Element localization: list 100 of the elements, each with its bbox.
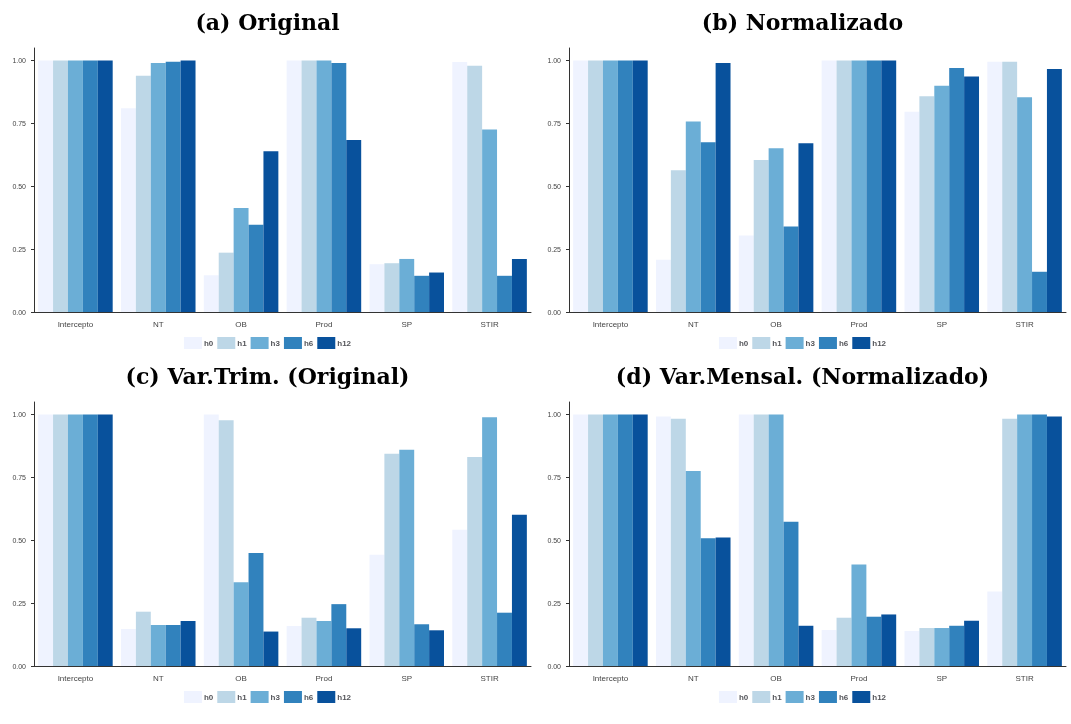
bar bbox=[866, 616, 882, 666]
bar bbox=[617, 414, 633, 666]
bar bbox=[1032, 271, 1047, 312]
bar bbox=[768, 148, 784, 312]
bar bbox=[67, 60, 83, 312]
bar bbox=[715, 63, 731, 312]
bar bbox=[881, 60, 897, 312]
bar bbox=[331, 604, 347, 666]
bar bbox=[670, 418, 686, 666]
bar bbox=[135, 75, 151, 312]
chart-title: (d) Var.Mensal. (Normalizado) bbox=[615, 363, 990, 389]
bar bbox=[588, 60, 603, 312]
bar bbox=[783, 521, 799, 666]
bar bbox=[655, 259, 671, 312]
x-tick-label: OB bbox=[770, 319, 782, 329]
bar bbox=[904, 111, 920, 312]
bar bbox=[369, 264, 385, 312]
bar bbox=[753, 159, 769, 312]
bar bbox=[881, 614, 897, 666]
bar bbox=[467, 65, 483, 312]
legend-label: h6 bbox=[838, 338, 849, 348]
bar bbox=[602, 60, 618, 312]
bar bbox=[851, 60, 867, 312]
chart-title: (c) Var.Trim. (Original) bbox=[125, 363, 410, 389]
bar bbox=[588, 414, 603, 666]
legend-label: h1 bbox=[772, 338, 783, 348]
bar bbox=[964, 76, 980, 312]
legend-label: h12 bbox=[337, 692, 352, 702]
legend-label: h3 bbox=[270, 692, 281, 702]
bar bbox=[399, 258, 415, 312]
bar bbox=[263, 631, 279, 666]
bar bbox=[346, 628, 362, 666]
legend-label: h12 bbox=[872, 692, 887, 702]
bar bbox=[82, 60, 98, 312]
bar bbox=[135, 611, 151, 666]
bar bbox=[1017, 97, 1033, 312]
bar bbox=[369, 554, 385, 666]
bar bbox=[286, 626, 302, 666]
bar bbox=[934, 85, 950, 312]
bar bbox=[218, 420, 234, 666]
x-tick-label: OB bbox=[770, 673, 782, 683]
x-tick-label: Intercepto bbox=[57, 673, 94, 683]
bar bbox=[511, 258, 527, 312]
bar bbox=[919, 628, 935, 666]
bar bbox=[482, 129, 498, 312]
x-tick-label: SP bbox=[401, 319, 413, 329]
x-tick-label: NT bbox=[152, 319, 164, 329]
x-tick-label: SP bbox=[401, 673, 413, 683]
bar bbox=[233, 207, 249, 312]
bar bbox=[467, 457, 483, 666]
bar bbox=[1046, 416, 1062, 666]
legend-label: h1 bbox=[237, 338, 248, 348]
x-tick-label: Prod bbox=[315, 319, 333, 329]
bar bbox=[248, 553, 264, 666]
bar bbox=[301, 60, 317, 312]
bar bbox=[919, 96, 935, 312]
bar bbox=[331, 63, 347, 312]
x-tick-label: OB bbox=[235, 673, 247, 683]
bar bbox=[67, 414, 83, 666]
bar bbox=[768, 414, 784, 666]
x-tick-label: STIR bbox=[1015, 673, 1034, 683]
x-tick-label: Prod bbox=[850, 319, 868, 329]
bar bbox=[301, 617, 317, 666]
x-tick-label: NT bbox=[687, 319, 699, 329]
bar bbox=[286, 60, 302, 312]
x-tick-label: Intercepto bbox=[57, 319, 94, 329]
bar bbox=[452, 62, 468, 312]
bar bbox=[949, 625, 965, 666]
x-tick-label: SP bbox=[936, 673, 948, 683]
bar bbox=[783, 226, 799, 312]
bar bbox=[346, 140, 362, 312]
bar bbox=[821, 630, 837, 666]
x-tick-label: SP bbox=[936, 319, 948, 329]
bar bbox=[655, 416, 671, 666]
x-tick-label: Prod bbox=[315, 673, 333, 683]
bar bbox=[632, 60, 648, 312]
bar bbox=[53, 60, 68, 312]
bar bbox=[904, 631, 920, 666]
bar bbox=[180, 60, 196, 312]
bar bbox=[1046, 69, 1062, 312]
bar bbox=[482, 417, 498, 666]
legend-label: h1 bbox=[237, 692, 248, 702]
bar bbox=[263, 151, 279, 312]
bar bbox=[1032, 414, 1047, 666]
bar bbox=[38, 60, 54, 312]
bar bbox=[700, 538, 716, 666]
bar bbox=[964, 620, 980, 666]
bar bbox=[573, 414, 589, 666]
bar bbox=[934, 628, 950, 666]
bar bbox=[38, 414, 54, 666]
x-tick-label: Intercepto bbox=[592, 673, 629, 683]
legend-label: h3 bbox=[805, 338, 816, 348]
bar bbox=[715, 537, 731, 666]
bar bbox=[203, 275, 219, 312]
legend-label: h1 bbox=[772, 692, 783, 702]
bar bbox=[384, 263, 400, 312]
bar bbox=[1002, 418, 1018, 666]
bar bbox=[203, 414, 219, 666]
bar bbox=[738, 414, 754, 666]
legend-label: h3 bbox=[805, 692, 816, 702]
